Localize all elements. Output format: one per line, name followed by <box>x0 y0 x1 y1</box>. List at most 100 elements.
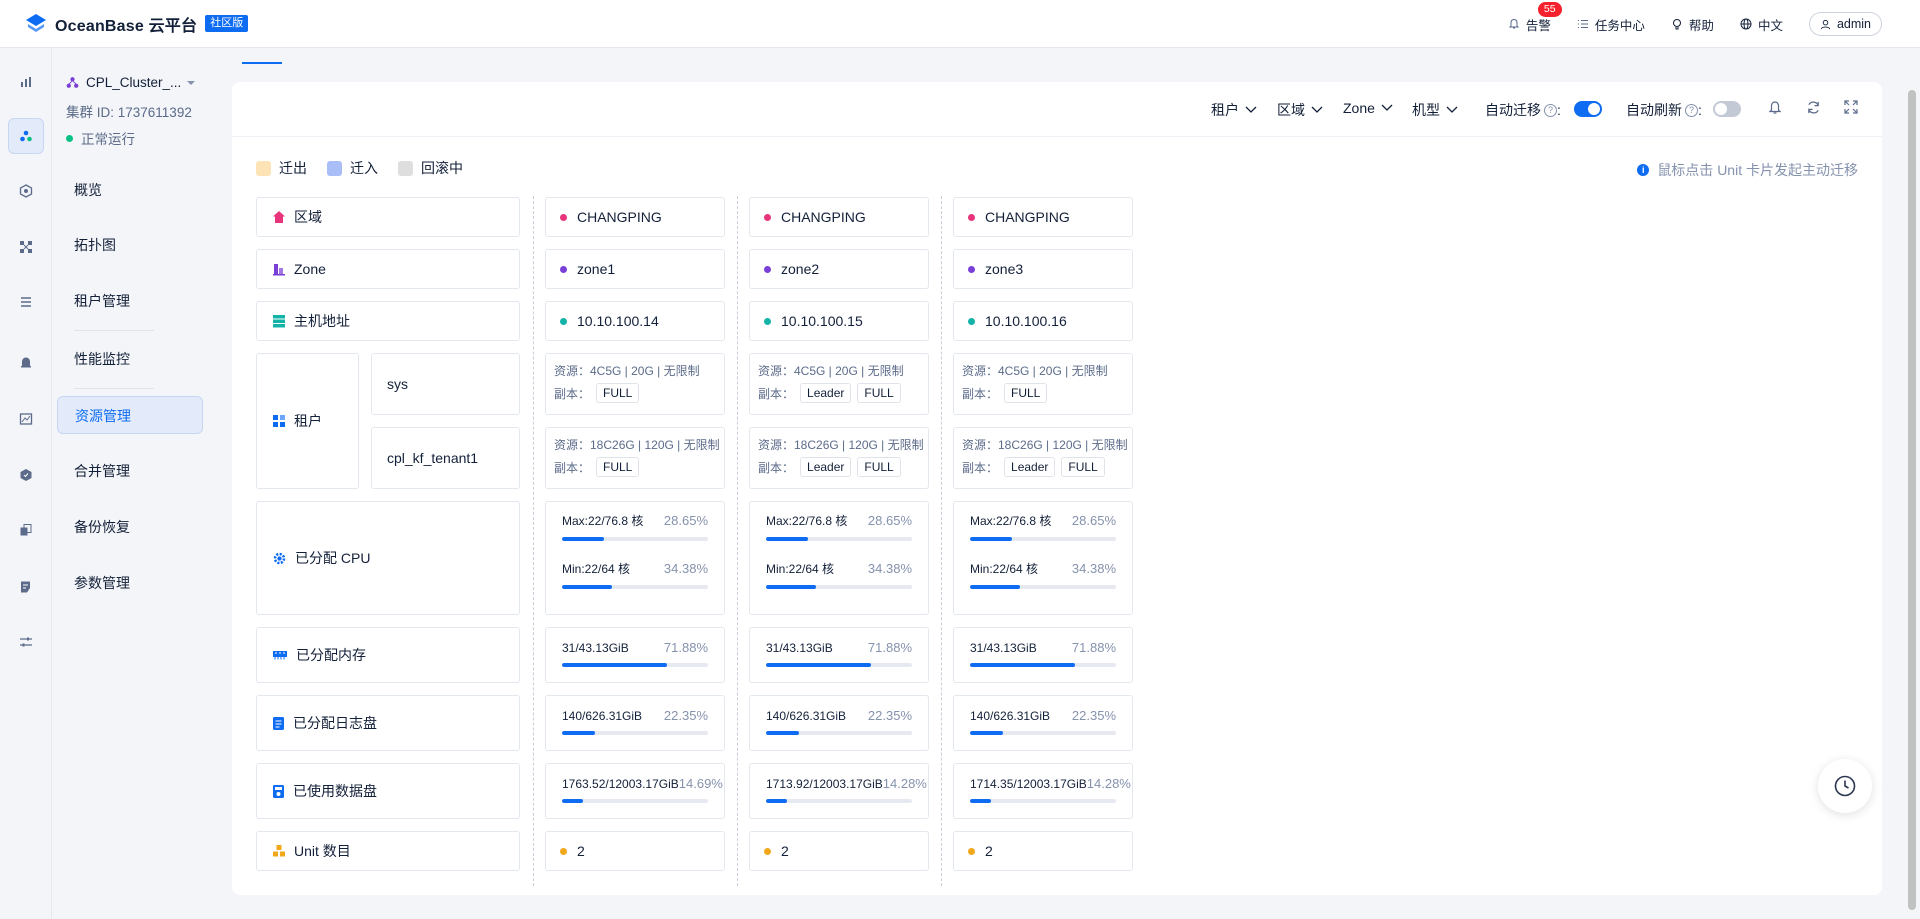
oceanbase-logo-icon <box>24 12 48 36</box>
unit-count-cell: 2 <box>953 831 1133 871</box>
rail-security-icon[interactable] <box>8 457 44 493</box>
replica-tag: FULL <box>1061 457 1105 477</box>
row-label-text: 主机地址 <box>294 313 350 329</box>
tenant-resource: 资源：4C5G | 20G | 无限制 <box>554 364 700 378</box>
nav-backup-restore[interactable]: 备份恢复 <box>74 519 130 535</box>
help-circle-icon[interactable]: ? <box>1544 103 1557 117</box>
cpu-min-percent: 34.38% <box>1071 561 1116 576</box>
tenant-resource: 资源：4C5G | 20G | 无限制 <box>758 364 904 378</box>
replica-label: 副本： <box>758 386 795 401</box>
zone-dot-icon <box>560 265 567 273</box>
memory-text: 31/43.13GiB <box>562 640 629 655</box>
memory-cell: 31/43.13GiB 71.88% <box>749 627 929 683</box>
rail-monitor-icon[interactable] <box>8 401 44 437</box>
cluster-selector[interactable]: CPL_Cluster_... <box>66 75 196 90</box>
app-logo[interactable]: OceanBase 云平台 社区版 <box>24 12 249 36</box>
row-label-text: 已分配 CPU <box>295 550 371 566</box>
row-label-text: 已分配内存 <box>296 647 366 663</box>
host-dot-icon <box>968 317 975 325</box>
rail-topology-icon[interactable] <box>8 229 44 265</box>
help-circle-icon[interactable]: ? <box>1685 103 1698 117</box>
replica-tag: FULL <box>596 383 640 403</box>
unit-boxes-icon <box>272 844 286 858</box>
memory-percent: 71.88% <box>1071 640 1116 655</box>
filter-zone-label: Zone <box>1343 100 1375 116</box>
nav-performance-monitor[interactable]: 性能监控 <box>74 351 130 367</box>
rail-backup-icon[interactable] <box>8 512 44 548</box>
zone-value: zone1 <box>577 261 616 277</box>
globe-icon <box>1740 18 1752 30</box>
replica-tag: FULL <box>857 457 901 477</box>
memory-bar <box>970 663 1116 667</box>
tenant-unit-card[interactable]: 资源：4C5G | 20G | 无限制 副本： FULL <box>545 353 725 415</box>
edition-badge: 社区版 <box>205 15 249 32</box>
alarm-button[interactable]: 告警 55 <box>1508 1 1562 34</box>
tenant-name: sys <box>387 376 408 392</box>
memory-percent: 71.88% <box>867 640 912 655</box>
nav-overview[interactable]: 概览 <box>74 182 102 198</box>
row-label-text: Zone <box>294 261 326 277</box>
page-scrollbar[interactable] <box>1908 90 1916 910</box>
list-icon <box>1577 19 1588 29</box>
log-disk-percent: 22.35% <box>663 708 708 723</box>
filter-tenant[interactable]: 租户 <box>1211 100 1257 120</box>
cpu-max-bar-fill <box>970 537 1012 541</box>
tenant-unit-card[interactable]: 资源：18C26G | 120G | 无限制 副本： Leader FULL <box>953 427 1133 489</box>
memory-bar <box>766 663 912 667</box>
region-value: CHANGPING <box>577 209 662 225</box>
row-label-log-disk: 已分配日志盘 <box>256 695 520 751</box>
rail-report-icon[interactable] <box>8 569 44 605</box>
refresh-icon[interactable] <box>1806 100 1821 118</box>
rail-settings-icon[interactable] <box>8 624 44 660</box>
auto-refresh-toggle[interactable] <box>1713 101 1741 117</box>
zone-cell: zone2 <box>749 249 929 289</box>
chevron-down-icon <box>1311 106 1323 113</box>
tenant-unit-card[interactable]: 资源：4C5G | 20G | 无限制 副本： FULL <box>953 353 1133 415</box>
nav-resource-management[interactable]: 资源管理 <box>57 396 203 434</box>
rail-cluster-icon[interactable] <box>8 118 44 154</box>
host-cell: 10.10.100.16 <box>953 301 1133 341</box>
nav-topology[interactable]: 拓扑图 <box>74 237 116 253</box>
language-button[interactable]: 中文 <box>1740 15 1783 34</box>
filter-tenant-label: 租户 <box>1211 102 1239 118</box>
filter-machine-type[interactable]: 机型 <box>1412 100 1458 120</box>
replica-label: 副本： <box>962 460 999 475</box>
auto-migrate-toggle[interactable] <box>1574 101 1602 117</box>
row-label-tenant: 租户 <box>256 353 359 489</box>
host-cell: 10.10.100.15 <box>749 301 929 341</box>
memory-icon <box>272 649 288 661</box>
nav-merge-management[interactable]: 合并管理 <box>74 463 130 479</box>
app-name: OceanBase 云平台 <box>55 17 198 35</box>
notification-bell-icon[interactable] <box>1768 100 1782 119</box>
row-label-text: 租户 <box>294 413 322 429</box>
nav-tenant-management[interactable]: 租户管理 <box>74 293 130 309</box>
rail-list-icon[interactable] <box>8 284 44 320</box>
bell-icon <box>1508 18 1520 29</box>
tenant-resource: 资源：18C26G | 120G | 无限制 <box>962 438 1128 452</box>
legend: 迁出 迁入 回滚中 <box>256 158 483 178</box>
tenant-unit-card[interactable]: 资源：18C26G | 120G | 无限制 副本： FULL <box>545 427 725 489</box>
language-label: 中文 <box>1757 18 1783 33</box>
filter-zone[interactable]: Zone <box>1343 100 1393 116</box>
tenant-unit-card[interactable]: 资源：18C26G | 120G | 无限制 副本： Leader FULL <box>749 427 929 489</box>
rail-alarm-icon[interactable] <box>8 344 44 380</box>
legend-swatch <box>327 160 342 176</box>
row-label-zone: Zone <box>256 249 520 289</box>
history-float-button[interactable] <box>1818 759 1872 813</box>
fullscreen-icon[interactable] <box>1844 100 1858 117</box>
nav-parameter-management[interactable]: 参数管理 <box>74 575 130 591</box>
data-disk-bar-fill <box>562 799 584 803</box>
legend-label: 迁出 <box>279 160 307 176</box>
rail-tenant-icon[interactable] <box>8 173 44 209</box>
filter-region[interactable]: 区域 <box>1277 100 1323 120</box>
user-menu-button[interactable]: admin <box>1808 12 1882 36</box>
rail-overview-icon[interactable] <box>8 64 44 100</box>
task-center-button[interactable]: 任务中心 <box>1577 15 1645 34</box>
cpu-min-percent: 34.38% <box>663 561 708 576</box>
data-disk-cell: 1763.52/12003.17GiB 14.69% <box>545 763 725 819</box>
tenant-unit-card[interactable]: 资源：4C5G | 20G | 无限制 副本： Leader FULL <box>749 353 929 415</box>
memory-bar <box>562 663 708 667</box>
help-button[interactable]: 帮助 <box>1671 15 1714 34</box>
zone-dot-icon <box>764 265 771 273</box>
help-label: 帮助 <box>1688 18 1714 33</box>
